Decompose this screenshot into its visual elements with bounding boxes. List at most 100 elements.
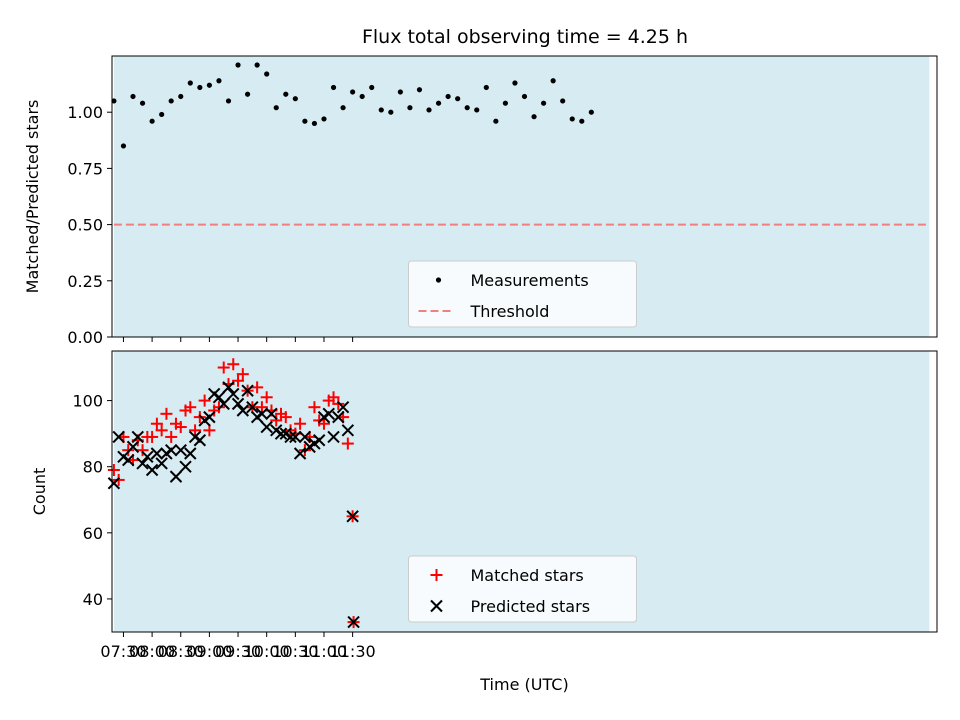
matched-star-point <box>184 401 197 414</box>
predicted-star-point <box>136 457 149 470</box>
measurement-point <box>435 100 442 106</box>
predicted-star-point <box>222 381 235 394</box>
predicted-star-point <box>193 434 207 447</box>
measurement-point <box>560 98 566 104</box>
matched-star-point <box>232 374 245 387</box>
x-tick-label: 10:00 <box>244 642 290 661</box>
measurement-point <box>149 118 155 124</box>
predicted-star-point <box>332 410 345 424</box>
measurement-point <box>359 93 365 100</box>
count-legend: Matched stars Predicted stars <box>408 555 637 623</box>
y-tick-label: 0.00 <box>67 328 103 347</box>
measurement-point <box>502 100 509 106</box>
y-tick-label: 0.25 <box>67 272 103 291</box>
measurement-point <box>426 107 432 113</box>
predicted-star-point <box>131 430 144 444</box>
predicted-star-point <box>236 404 250 417</box>
count-panel: 40 60 80 100 07:3008:0008:3009:0009:3010:00… <box>30 350 938 694</box>
measurement-point <box>455 96 461 102</box>
predicted-star-point <box>289 430 302 444</box>
y-tick-label: 60 <box>83 524 103 543</box>
predicted-star-point <box>217 397 230 411</box>
matched-star-point <box>150 417 163 430</box>
matched-star-point <box>327 391 340 404</box>
measurement-point <box>350 89 356 95</box>
predicted-star-point <box>155 457 168 470</box>
matched-star-point <box>112 473 125 486</box>
measurement-point <box>216 78 222 84</box>
x-tick-label: 07:30 <box>100 642 146 661</box>
predicted-star-point <box>107 477 121 490</box>
measurement-point <box>340 105 346 111</box>
measurement-point <box>321 116 327 122</box>
predicted-star-point <box>150 447 164 460</box>
matched-star-point <box>217 361 230 374</box>
count-y-axis-label: Count <box>30 468 49 516</box>
measurement-point <box>521 93 528 100</box>
measurement-point <box>531 114 537 120</box>
measurement-point <box>244 91 251 97</box>
measurement-point <box>474 107 480 113</box>
matched-star-point <box>279 411 292 424</box>
measurement-point <box>540 100 547 106</box>
measurement-point <box>464 105 470 111</box>
measurement-point <box>330 84 337 91</box>
predicted-star-point <box>327 430 340 444</box>
matched-star-point <box>236 368 249 381</box>
predicted-star-point <box>246 400 259 414</box>
measurement-point <box>235 62 241 68</box>
x-tick-label: 11:30 <box>330 642 376 661</box>
predicted-star-point <box>164 443 178 457</box>
matched-star-point <box>212 401 225 414</box>
x-tick-label: 08:00 <box>129 642 175 661</box>
count-panel-frame <box>111 350 938 633</box>
measurement-point <box>416 87 423 93</box>
measurement-point <box>139 100 146 106</box>
measurement-point <box>187 80 193 86</box>
measurement-point <box>445 93 451 100</box>
legend-label: Matched stars <box>471 566 584 585</box>
measurement-point <box>302 118 308 124</box>
predicted-star-point <box>298 430 312 444</box>
matched-star-point <box>155 424 168 437</box>
measurement-point <box>483 84 489 91</box>
measurement-point <box>407 105 413 111</box>
matched-star-point <box>146 430 159 443</box>
matched-star-point <box>136 444 149 457</box>
measurement-point <box>378 107 384 113</box>
measurement-point <box>397 89 403 95</box>
predicted-star-point <box>145 463 159 477</box>
y-tick-label: 1.00 <box>67 103 103 122</box>
matched-star-point <box>332 397 345 410</box>
predicted-star-point <box>241 384 254 397</box>
matched-star-point <box>227 358 240 371</box>
predicted-star-point <box>231 397 245 411</box>
measurement-point <box>588 109 594 115</box>
measurement-point <box>120 143 127 149</box>
matched-star-point <box>298 444 311 457</box>
measurement-point <box>512 80 518 86</box>
matched-star-point <box>107 464 120 477</box>
x-tick-label: 09:30 <box>215 642 261 661</box>
x-tick-label: 10:30 <box>272 642 318 661</box>
y-tick-label: 80 <box>83 458 103 477</box>
matched-star-point <box>193 411 206 424</box>
predicted-star-point <box>212 391 226 404</box>
predicted-star-point <box>141 450 154 463</box>
chart-title: Flux total observing time = 4.25 h <box>362 26 688 48</box>
measurement-point <box>159 111 165 118</box>
predicted-star-point <box>284 430 297 444</box>
measurement-point <box>550 78 556 84</box>
predicted-star-point <box>293 447 307 460</box>
ratio-y-axis-label: Matched/Predicted stars <box>23 100 42 294</box>
predicted-star-point <box>260 420 273 434</box>
predicted-star-point <box>122 453 135 467</box>
matched-star-point <box>308 401 321 414</box>
x-tick-label: 11:00 <box>301 642 347 661</box>
measurement-point <box>178 93 184 100</box>
predicted-star-point <box>126 440 140 454</box>
ratio-panel: 0.00 0.25 0.50 0.75 1.00 Matched/Predicted s… <box>23 55 938 347</box>
predicted-star-point <box>174 443 187 457</box>
matched-star-point <box>165 430 178 443</box>
legend-box <box>408 555 637 623</box>
